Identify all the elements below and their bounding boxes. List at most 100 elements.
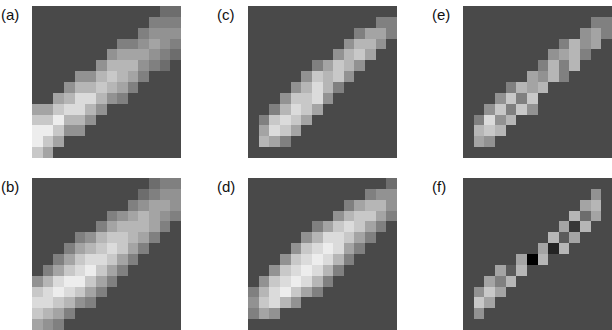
cell [117, 17, 128, 28]
cell [75, 28, 86, 39]
cell [160, 93, 171, 104]
cell [344, 115, 355, 126]
cell [333, 28, 344, 39]
cell [548, 6, 559, 17]
cell [376, 60, 387, 71]
cell [333, 297, 344, 308]
cell [376, 276, 387, 287]
cell [53, 265, 64, 276]
panel: (e) [432, 6, 612, 159]
cell [376, 136, 387, 147]
cell [43, 243, 54, 254]
cell [333, 49, 344, 60]
cell [301, 221, 312, 232]
cell [269, 82, 280, 93]
cell [333, 221, 344, 232]
cell [354, 39, 365, 50]
cell [32, 28, 43, 39]
cell [32, 287, 43, 298]
cell [516, 287, 527, 298]
cell [591, 136, 602, 147]
cell [149, 104, 160, 115]
cell [548, 104, 559, 115]
cell [53, 71, 64, 82]
cell [365, 6, 376, 17]
cell [291, 17, 302, 28]
cell [559, 243, 570, 254]
cell [601, 147, 612, 158]
cell [107, 232, 118, 243]
cell [516, 243, 527, 254]
cell [107, 211, 118, 222]
cell [376, 232, 387, 243]
cell [569, 308, 580, 319]
cell [365, 254, 376, 265]
cell [64, 115, 75, 126]
cell [149, 243, 160, 254]
cell [495, 49, 506, 60]
cell [495, 276, 506, 287]
cell [269, 254, 280, 265]
cell [75, 297, 86, 308]
cell [107, 136, 118, 147]
cell [538, 189, 549, 200]
cell [128, 136, 139, 147]
cell [170, 136, 181, 147]
cell [591, 265, 602, 276]
cell [96, 115, 107, 126]
cell [248, 297, 259, 308]
cell [301, 136, 312, 147]
cell [117, 82, 128, 93]
cell [96, 39, 107, 50]
cell [484, 136, 495, 147]
cell [280, 287, 291, 298]
cell [495, 243, 506, 254]
cell [386, 211, 397, 222]
cell [559, 82, 570, 93]
cell [527, 308, 538, 319]
cell [128, 115, 139, 126]
cell [32, 308, 43, 319]
cell [96, 82, 107, 93]
cell [128, 147, 139, 158]
cell [301, 39, 312, 50]
cell [170, 82, 181, 93]
cell [569, 276, 580, 287]
cell [323, 17, 334, 28]
cell [64, 308, 75, 319]
cell [569, 17, 580, 28]
cell [474, 178, 485, 189]
cell [463, 6, 474, 17]
cell [248, 232, 259, 243]
cell [248, 6, 259, 17]
cell [506, 221, 517, 232]
cell [312, 189, 323, 200]
cell [291, 39, 302, 50]
cell [149, 93, 160, 104]
cell [323, 200, 334, 211]
cell [559, 71, 570, 82]
cell [506, 39, 517, 50]
cell [96, 17, 107, 28]
cell [516, 297, 527, 308]
cell [269, 232, 280, 243]
cell [75, 221, 86, 232]
cell [495, 221, 506, 232]
cell [484, 265, 495, 276]
cell [32, 17, 43, 28]
cell [580, 6, 591, 17]
cell [516, 49, 527, 60]
cell [365, 232, 376, 243]
cell [344, 221, 355, 232]
cell [323, 147, 334, 158]
cell [149, 189, 160, 200]
cell [75, 6, 86, 17]
cell [495, 39, 506, 50]
cell [259, 297, 270, 308]
cell [538, 39, 549, 50]
cell [280, 178, 291, 189]
cell [527, 211, 538, 222]
cell [128, 211, 139, 222]
cell [474, 104, 485, 115]
cell [312, 308, 323, 319]
